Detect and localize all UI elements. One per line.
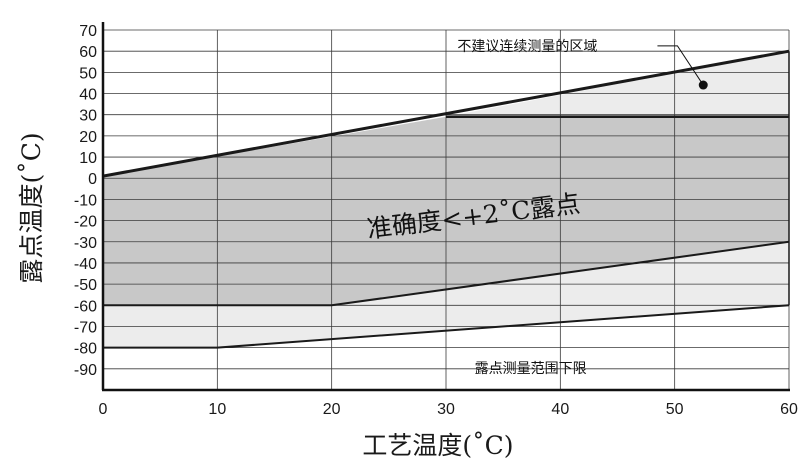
y-tick-label: -20 (74, 214, 97, 231)
y-tick-label: -30 (74, 235, 97, 252)
y-tick-label: 20 (79, 129, 97, 146)
x-tick-label: 40 (551, 401, 569, 418)
x-tick-label: 0 (99, 401, 108, 418)
annotation-lower-limit: 露点测量范围下限 (475, 360, 587, 377)
y-tick-label: -60 (74, 298, 97, 315)
tick-labels: 70 60 50 40 30 20 10 0 -10 -20 -30 -40 -50 -60 -70 -80 -… (74, 23, 798, 418)
y-tick-label: -70 (74, 319, 97, 336)
y-axis-title: 露点温度(˚C) (17, 132, 46, 283)
y-tick-label: 60 (79, 44, 97, 61)
boundary-line-2 (103, 240, 790, 307)
axes (101, 22, 790, 392)
x-tick-label: 20 (323, 401, 341, 418)
y-tick-label: 0 (88, 171, 97, 188)
x-tick-label: 60 (780, 401, 798, 418)
annotation-not-recommended: 不建议连续测量的区域 (457, 38, 597, 55)
x-tick-label: 30 (437, 401, 455, 418)
y-tick-label: 70 (79, 23, 97, 40)
y-tick-label: -80 (74, 341, 97, 358)
y-tick-label: -10 (74, 192, 97, 209)
y-tick-label: 30 (79, 108, 97, 125)
x-axis-title: 工艺温度(˚C) (362, 431, 513, 460)
boundary-lines (102, 49, 790, 349)
leader-line (657, 45, 704, 86)
y-tick-label: -40 (74, 256, 97, 273)
y-tick-label: -50 (74, 277, 97, 294)
boundary-line-3 (103, 304, 790, 349)
grid (103, 29, 790, 390)
y-tick-label: 10 (79, 150, 97, 167)
y-tick-label: -90 (74, 362, 97, 379)
y-tick-label: 40 (79, 87, 97, 104)
x-tick-label: 50 (666, 401, 684, 418)
x-tick-label: 10 (208, 401, 226, 418)
y-tick-label: 50 (79, 65, 97, 82)
boundary-line-0 (102, 49, 790, 178)
